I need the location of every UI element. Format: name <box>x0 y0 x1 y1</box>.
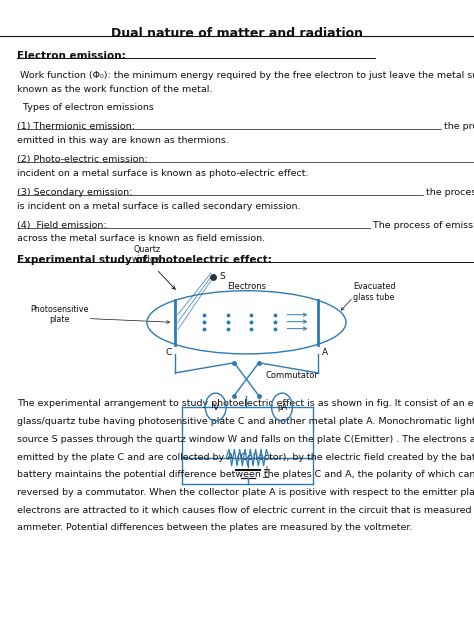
Text: Dual nature of matter and radiation: Dual nature of matter and radiation <box>111 27 363 40</box>
Text: Types of electron emissions: Types of electron emissions <box>17 103 154 112</box>
Text: A: A <box>322 348 328 356</box>
Text: electrons are attracted to it which causes flow of electric current in the circu: electrons are attracted to it which caus… <box>17 506 474 514</box>
Text: is incident on a metal surface is called secondary emission.: is incident on a metal surface is called… <box>17 202 300 210</box>
Text: emitted in this way are known as thermions.: emitted in this way are known as thermio… <box>17 136 228 145</box>
Text: (3) Secondary emission:: (3) Secondary emission: <box>17 188 132 197</box>
Text: μA: μA <box>277 403 287 411</box>
Text: Electrons: Electrons <box>227 282 266 291</box>
Text: Work function (Φ₀): the minimum energy required by the free electron to just lea: Work function (Φ₀): the minimum energy r… <box>17 71 474 80</box>
Text: C: C <box>165 348 172 356</box>
Text: Commutator: Commutator <box>266 371 319 380</box>
Text: (2) Photo-electric emission:: (2) Photo-electric emission: <box>17 155 147 164</box>
Text: Evacuated
glass tube: Evacuated glass tube <box>353 283 396 301</box>
Text: incident on a metal surface is known as photo-electric effect.: incident on a metal surface is known as … <box>17 169 308 178</box>
Text: +: + <box>262 465 270 475</box>
Text: Experimental study of photoelectric effect:: Experimental study of photoelectric effe… <box>17 255 272 265</box>
Text: V: V <box>213 403 219 411</box>
Text: (1) Thermionic emission:: (1) Thermionic emission: <box>17 122 135 131</box>
Text: glass/quartz tube having photosensitive plate C and another metal plate A. Monoc: glass/quartz tube having photosensitive … <box>17 417 474 426</box>
Text: The process of emission of free electrons when a strong electric field is applie: The process of emission of free electron… <box>370 221 474 229</box>
Text: The experimental arrangement to study photoelectric effect is as shown in fig. I: The experimental arrangement to study ph… <box>17 399 474 408</box>
Text: Quartz
window: Quartz window <box>132 245 162 264</box>
Text: the process of emission of electrons when a metal is heated. The electrons: the process of emission of electrons whe… <box>440 122 474 131</box>
Text: reversed by a commutator. When the collector plate A is positive with respect to: reversed by a commutator. When the colle… <box>17 488 474 497</box>
Text: ammeter. Potential differences between the plates are measured by the voltmeter.: ammeter. Potential differences between t… <box>17 523 412 532</box>
Text: emitted by the plate C and are collected by A (Collector), by the electric field: emitted by the plate C and are collected… <box>17 453 474 461</box>
Text: battery maintains the potential difference between the plates C and A, the polar: battery maintains the potential differen… <box>17 470 474 479</box>
Text: Photosensitive
plate: Photosensitive plate <box>30 305 89 324</box>
Text: source S passes through the quartz window W and falls on the plate C(Emitter) . : source S passes through the quartz windo… <box>17 435 474 444</box>
Text: the process of emission of free electrons when highly energetic electron beam: the process of emission of free electron… <box>423 188 474 197</box>
Text: −: − <box>262 473 270 483</box>
Text: (4)  Field emission:: (4) Field emission: <box>17 221 106 229</box>
Text: S: S <box>219 272 225 281</box>
Text: known as the work function of the metal.: known as the work function of the metal. <box>17 85 212 94</box>
Text: across the metal surface is known as field emission.: across the metal surface is known as fie… <box>17 234 264 243</box>
Text: Electron emission:: Electron emission: <box>17 51 125 61</box>
